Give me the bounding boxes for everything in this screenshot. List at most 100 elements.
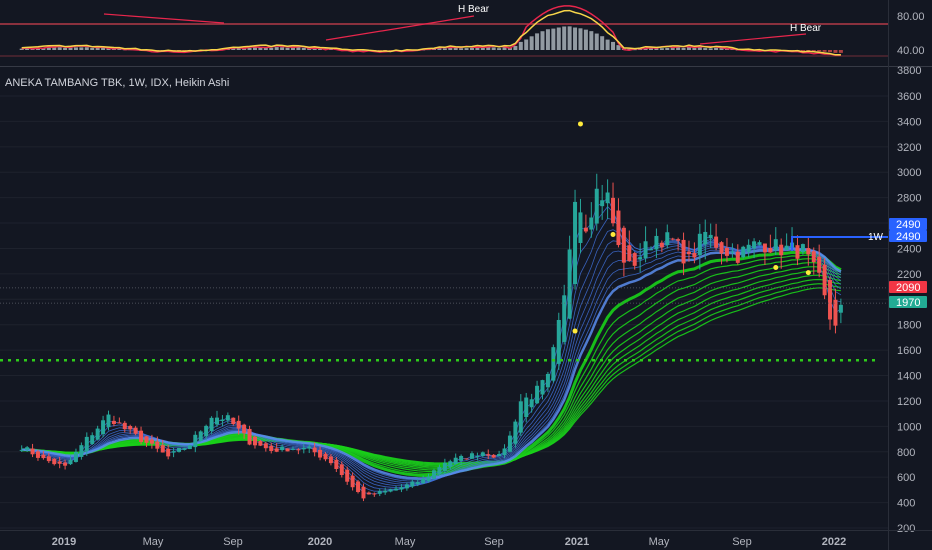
candle-body [57, 461, 62, 464]
candle-body [84, 436, 89, 452]
y-tick-label: 1200 [897, 396, 921, 408]
x-tick-label: 2021 [565, 536, 589, 548]
osc-bar [665, 47, 670, 50]
osc-bar [318, 48, 323, 50]
osc-bar [616, 45, 621, 50]
candle-body [399, 487, 404, 490]
candle-body [182, 448, 187, 450]
candle-body [773, 239, 778, 251]
osc-bar [513, 45, 518, 50]
osc-bar [106, 48, 111, 50]
osc-bar [708, 48, 713, 50]
candle-body [95, 428, 100, 440]
candle-body [665, 232, 670, 246]
candle-body [714, 236, 719, 248]
candle-body [263, 443, 268, 449]
osc-bar [236, 48, 241, 50]
osc-bar [68, 47, 73, 50]
osc-bar [95, 47, 100, 50]
candle-body [139, 430, 144, 442]
candle-body [432, 470, 436, 479]
osc-bar [822, 50, 827, 52]
candle-body [784, 245, 789, 250]
candle-body [524, 397, 529, 417]
price-badge-label: 2090 [896, 282, 920, 294]
osc-bar [290, 47, 295, 50]
osc-bar [535, 33, 540, 50]
candle-body [280, 446, 285, 451]
osc-bar [101, 48, 106, 50]
candle-body [41, 454, 46, 459]
osc-bar [703, 48, 708, 50]
osc-bar [806, 50, 811, 51]
candle-body [19, 449, 24, 451]
candle-body [741, 246, 746, 258]
osc-bar [692, 47, 697, 50]
candle-body [828, 279, 833, 320]
candle-body [307, 446, 312, 449]
y-tick-label: 1600 [897, 345, 921, 357]
candle-body [752, 241, 757, 249]
candle-body [177, 447, 182, 452]
candle-body [578, 212, 583, 243]
candle-body [822, 264, 827, 296]
candle-body [486, 454, 491, 456]
candle-body [806, 248, 811, 255]
y-tick-label: 200 [897, 523, 915, 535]
candle-body [312, 447, 317, 453]
candle-body [296, 449, 301, 451]
candle-body [220, 419, 225, 422]
candle-body [562, 295, 567, 342]
price-badge-label: 1970 [896, 297, 920, 309]
candle-body [627, 245, 632, 261]
osc-bar [524, 39, 529, 50]
x-tick-label: May [143, 536, 164, 548]
osc-bar [453, 48, 458, 50]
candle-body [480, 452, 485, 457]
osc-bar [296, 47, 301, 50]
candle-body [90, 435, 95, 444]
osc-bar [182, 50, 187, 51]
timeframe-marker: 1W [868, 232, 884, 243]
osc-bar [551, 28, 556, 50]
osc-bar [247, 47, 252, 50]
candle-body [394, 488, 399, 491]
candle-body [638, 257, 643, 260]
candle-body [545, 373, 550, 388]
candle-body [762, 243, 767, 253]
candle-body [46, 456, 51, 462]
candle-body [198, 431, 203, 441]
candle-body [35, 451, 40, 458]
y-tick-label: 2800 [897, 193, 921, 205]
candle-body [502, 448, 507, 456]
osc-bar [258, 47, 263, 50]
y-tick-label: 2400 [897, 243, 921, 255]
osc-bar [719, 48, 724, 50]
x-axis: 2019 May Sep 2020 May Sep 2021 May Sep 2022 [0, 530, 932, 548]
oscillator-panel[interactable]: H Bear H Bear 80.00 40.00 [0, 4, 932, 67]
osc-bar [301, 47, 306, 50]
candle-body [469, 453, 474, 459]
candle-body [160, 445, 165, 453]
candle-body [68, 459, 73, 465]
candle-body [540, 380, 545, 395]
candle-body [838, 304, 843, 313]
higher-timeframe-level[interactable] [791, 236, 888, 252]
candle-body [318, 449, 323, 458]
candle-body [735, 251, 740, 263]
y-tick-label: 3800 [897, 65, 921, 77]
candle-body [274, 448, 279, 452]
osc-bar [57, 47, 62, 50]
x-tick-label: 2022 [822, 536, 846, 548]
candle-body [383, 490, 388, 493]
candle-body [388, 489, 393, 492]
candle-body [697, 233, 702, 256]
candle-body [529, 399, 534, 408]
candle-body [252, 436, 257, 446]
osc-bar [388, 50, 393, 51]
candle-body [155, 441, 160, 449]
y-tick-label: 3600 [897, 91, 921, 103]
